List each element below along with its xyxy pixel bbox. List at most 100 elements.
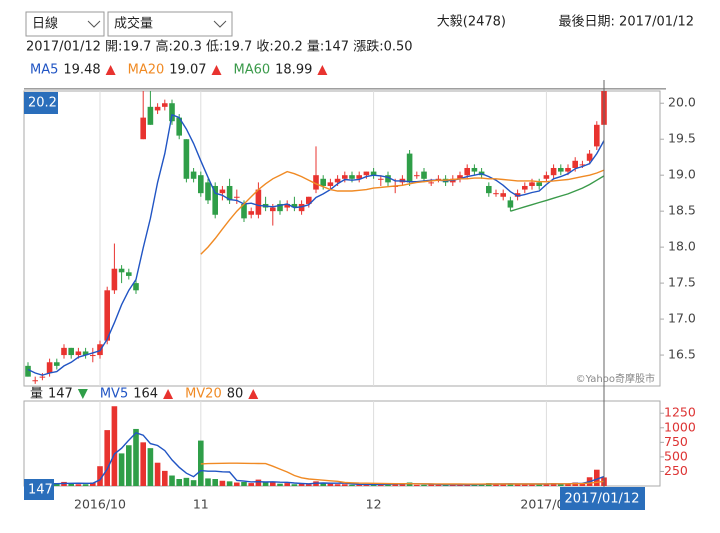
dropdown-box[interactable] [107, 11, 233, 37]
x-tick-label: 2017/01 [520, 497, 572, 512]
volume-bar [226, 481, 233, 486]
trend-arrow [77, 389, 88, 399]
candle-body [435, 178, 442, 180]
y-tick-label: 16.5 [668, 347, 696, 362]
volume-bar [277, 483, 283, 486]
period-selector[interactable]: 日線 [25, 11, 105, 37]
volume-bar [133, 428, 139, 486]
indicator-line [200, 169, 605, 255]
volume-bar [558, 484, 564, 486]
stock-name: 大毅(2478) [437, 14, 506, 30]
candle-body [349, 175, 355, 179]
candle-body [226, 185, 233, 201]
candle-body [291, 203, 298, 208]
candle-body [543, 175, 550, 179]
candle-body [126, 272, 132, 276]
volume-bar [270, 481, 276, 486]
volume-bar [594, 469, 600, 486]
volume-bar [205, 478, 211, 486]
volume-bar [522, 483, 528, 486]
candle-body [507, 200, 514, 208]
dropdown-label[interactable]: 日線 [32, 16, 58, 32]
candle-body [32, 380, 38, 382]
volume-bar [363, 484, 370, 486]
legend-value: 18.99 [275, 63, 312, 78]
trend-arrow [317, 65, 328, 75]
candle-body [550, 167, 557, 176]
volume-bar [536, 484, 542, 486]
volume-bar [435, 484, 442, 486]
y-tick-label: 1000 [664, 419, 696, 434]
candle-body [500, 193, 506, 197]
candle-body [255, 189, 262, 215]
volume-bar [97, 466, 103, 486]
value-box-label: 20.2 [28, 96, 57, 111]
candle-body [356, 175, 362, 179]
legend-value: 164 [133, 387, 158, 402]
candle-body [169, 103, 175, 122]
candle-body [219, 189, 226, 194]
candle-body [586, 153, 593, 161]
candle-body [25, 365, 31, 377]
candle-body [421, 171, 427, 179]
candle-body [579, 164, 586, 166]
value-box [24, 479, 54, 500]
candle-body [414, 175, 420, 177]
candle-body [241, 203, 247, 219]
x-tick-label: 12 [366, 497, 382, 512]
candle-body [514, 193, 521, 197]
volume-bar [392, 483, 398, 486]
volume-bar [82, 484, 89, 486]
last-date: 最後日期: 2017/01/12 [559, 15, 694, 30]
legend-name: MV20 [185, 387, 222, 402]
volume-bar [507, 483, 514, 486]
candle-body [565, 167, 571, 172]
candle-body [133, 283, 139, 291]
volume-bar [90, 482, 96, 486]
dropdown-chevron[interactable] [87, 20, 101, 28]
candle-body [212, 185, 218, 215]
volume-bar [342, 484, 348, 486]
volume-bar [428, 484, 434, 486]
candle-body [342, 175, 348, 179]
candle-body [46, 362, 53, 374]
candle-body [385, 175, 391, 183]
candle-body [61, 347, 67, 356]
candle-body [298, 203, 305, 212]
candle-body [428, 182, 434, 184]
volume-bar [442, 484, 449, 486]
candle-body [327, 182, 334, 186]
trend-arrow [163, 389, 174, 399]
candle-body [284, 203, 290, 208]
volume-bar [306, 484, 312, 486]
legend-name: MA5 [30, 63, 58, 78]
dropdown-label[interactable]: 成交量 [114, 16, 153, 32]
candle-body [313, 175, 319, 190]
volume-bar [529, 484, 535, 486]
volume-bar [140, 442, 146, 486]
indicator-selector[interactable]: 成交量 [107, 11, 233, 37]
candle-body [277, 203, 283, 212]
volume-bar [255, 479, 262, 486]
volume-bar [190, 480, 197, 486]
volume-bar [349, 484, 355, 486]
legend-value: 80 [227, 387, 244, 402]
candle-body [558, 167, 564, 172]
volume-bar [421, 484, 427, 486]
dropdown-chevron[interactable] [213, 20, 227, 28]
candle-body [471, 167, 478, 172]
volume-bar [579, 483, 586, 486]
legend-name: MV5 [100, 387, 128, 402]
date-box-label: 2017/01/12 [565, 492, 640, 507]
volume-bar [234, 482, 240, 486]
candle-body [248, 211, 254, 215]
candle-body [183, 139, 190, 179]
volume-bar [356, 484, 362, 486]
date-box [560, 487, 645, 510]
indicator-line [510, 175, 605, 212]
legend-name: 量 [30, 387, 43, 402]
volume-bar [169, 475, 175, 486]
candle-body [104, 290, 110, 341]
candle-body [457, 175, 463, 179]
